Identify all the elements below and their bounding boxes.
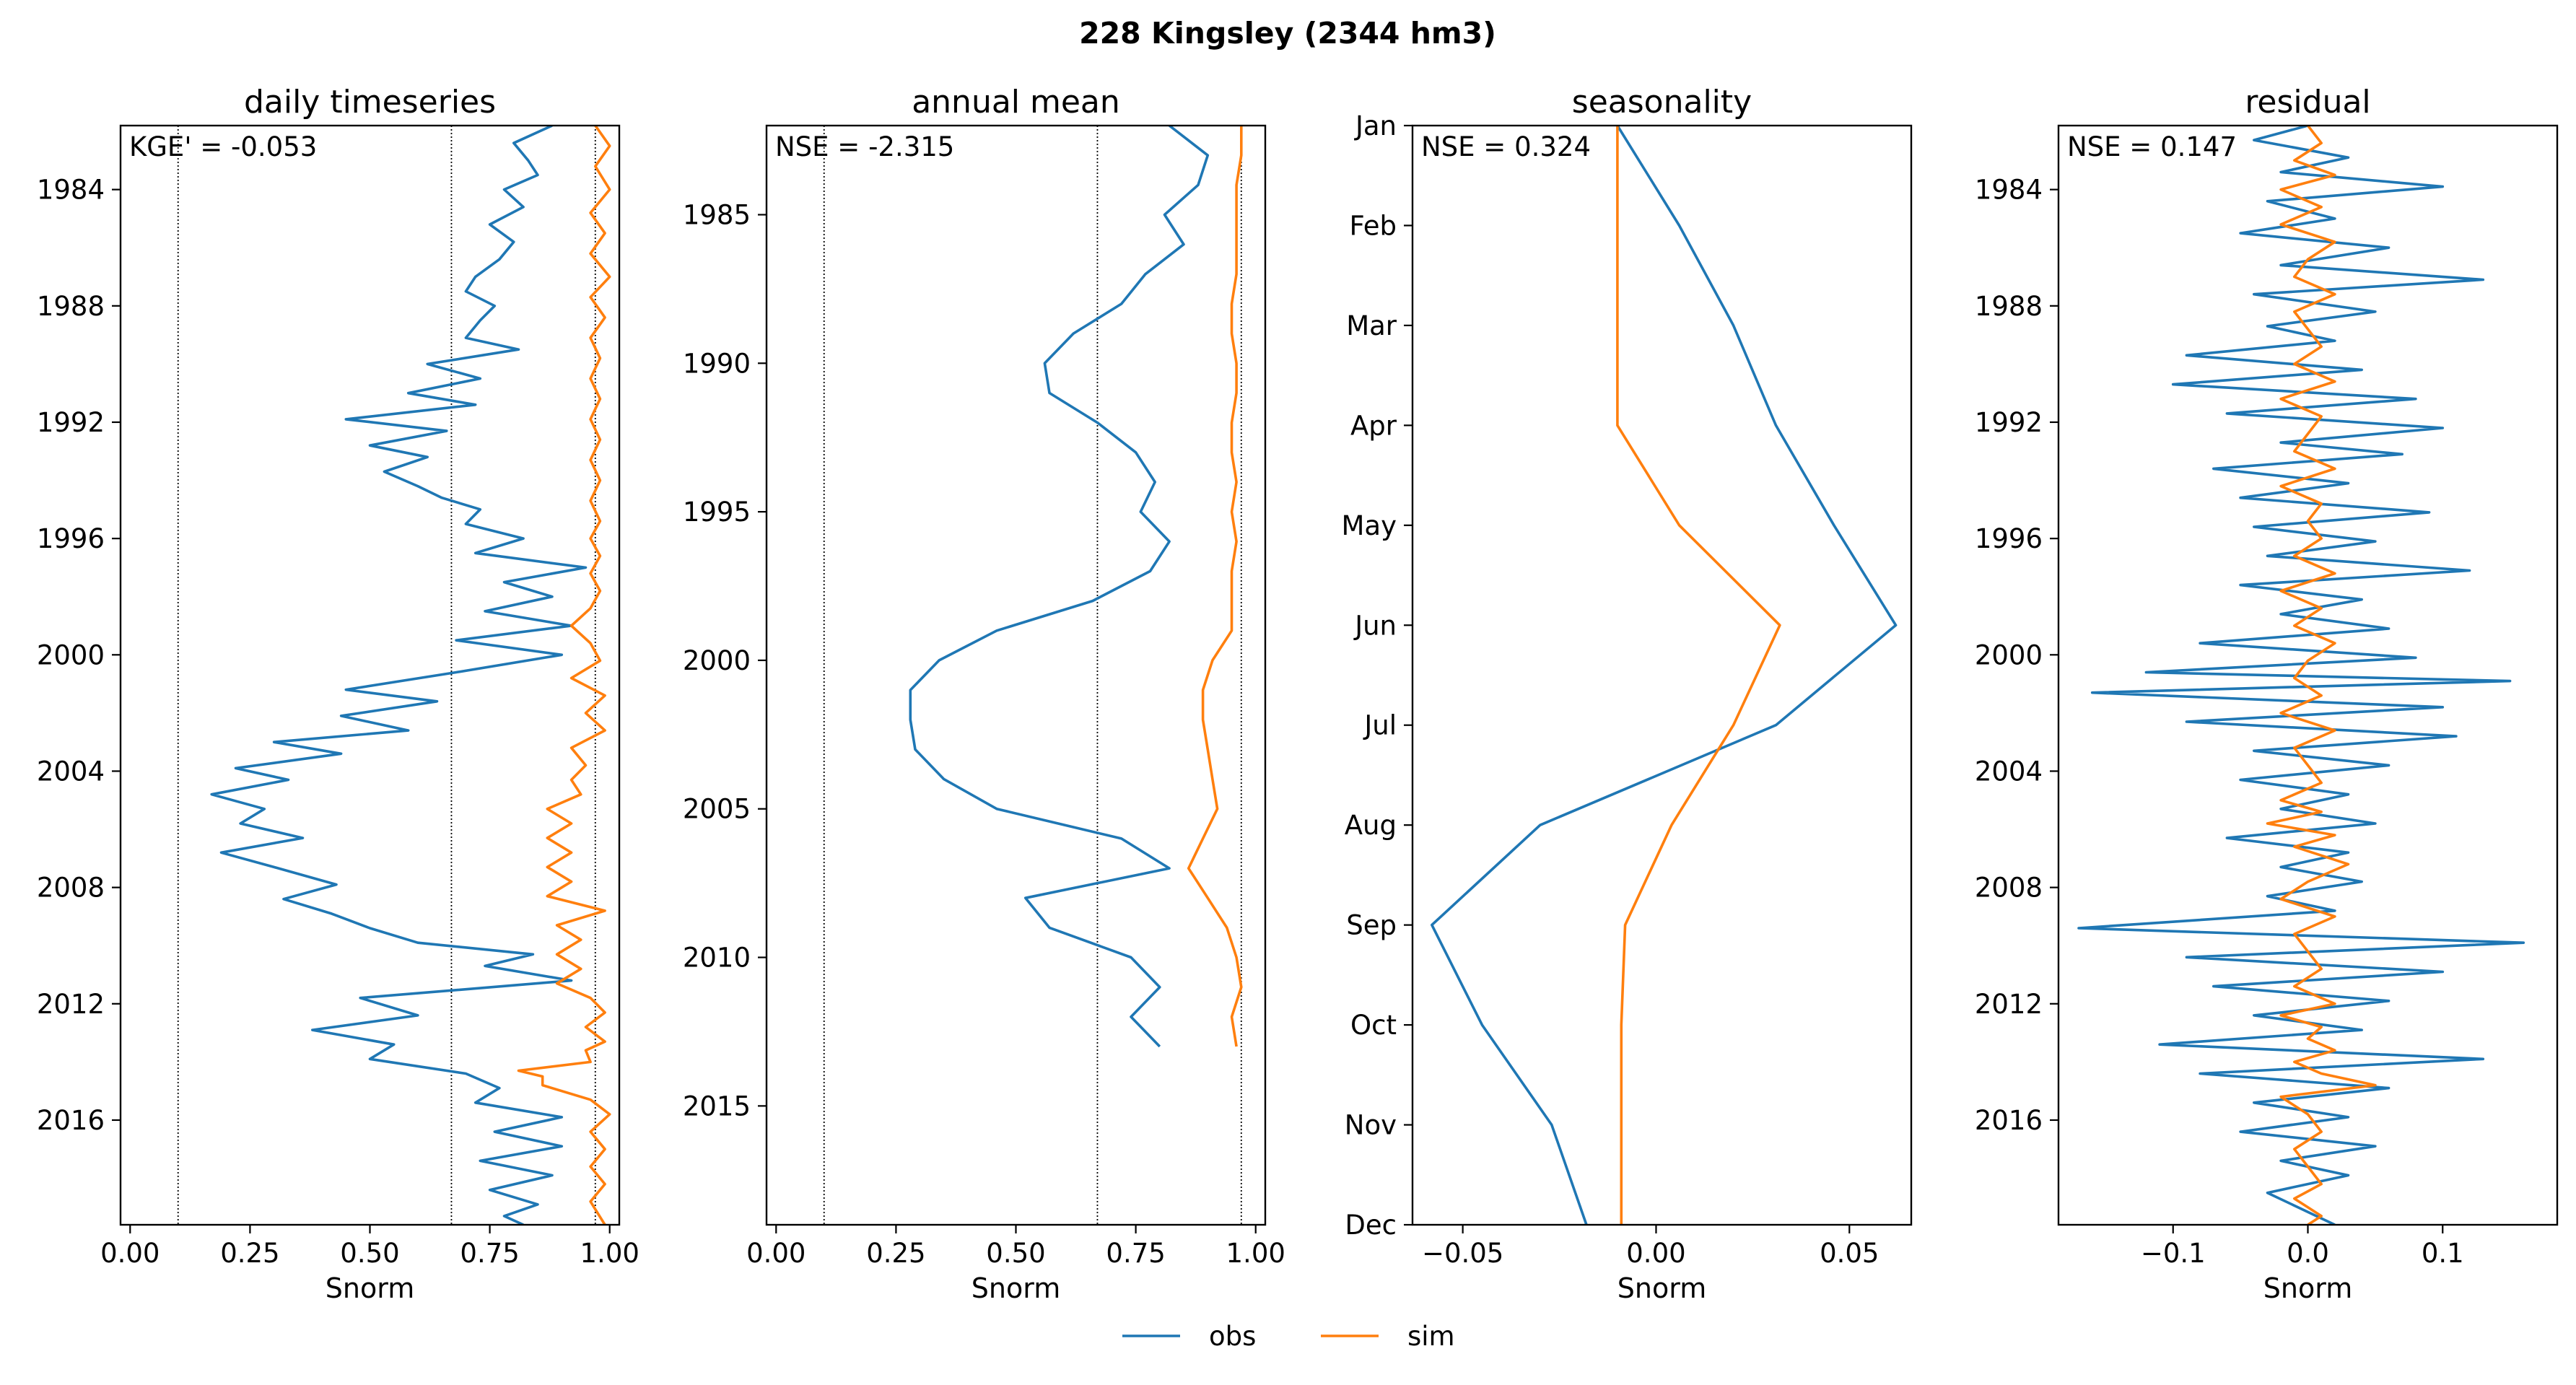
panel-1-ytick-label-6: 2004: [37, 756, 105, 787]
panel-4-ytick-label-9: 2016: [1975, 1105, 2043, 1136]
panel-1-ytick-label-3: 1992: [37, 407, 105, 438]
panel-2-line-obs: [909, 126, 1210, 1048]
panel-3-ytick-label-3: Mar: [1346, 310, 1397, 341]
panel-4-ytick-label-8: 2012: [1975, 989, 2043, 1020]
panel-3-ytick-label-11: Nov: [1345, 1110, 1397, 1141]
panel-1-line-obs: [210, 126, 588, 1225]
panel-3-ytick-label-1: Jan: [1354, 110, 1397, 141]
panel-2-ytick-label-4: 2000: [683, 645, 751, 676]
panel-4-series-group: [2077, 126, 2525, 1225]
panel-4-ytick-label-7: 2008: [1975, 873, 2043, 904]
panel-2-xtick-label-4: 0.75: [1106, 1238, 1165, 1269]
panel-3-ytick-label-5: May: [1342, 510, 1397, 541]
panel-3-frame: [1411, 124, 1913, 1226]
panel-3-title: seasonality: [1572, 84, 1752, 121]
panel-2-ytick-label-2: 1990: [683, 348, 751, 379]
panel-3-xtick-label-2: 0.00: [1626, 1238, 1685, 1269]
panel-2-xtick-label-1: 0.00: [746, 1238, 805, 1269]
panel-4-line-sim: [2266, 126, 2377, 1225]
panel-3-line-obs: [1431, 126, 1898, 1225]
panel-1-xtick-label-1: 0.00: [100, 1238, 160, 1269]
panel-3-ytick-label-2: Feb: [1349, 210, 1397, 241]
figure-suptitle: 228 Kingsley (2344 hm3): [1079, 16, 1496, 51]
panel-1-xtick-label-5: 1.00: [580, 1238, 639, 1269]
panel-3-ytick-label-7: Jul: [1363, 710, 1397, 741]
panel-2-ytick-label-5: 2005: [683, 794, 751, 825]
panel-1-ytick-label-2: 1988: [37, 291, 105, 322]
panel-2-ytick-label-7: 2015: [683, 1091, 751, 1122]
panel-4-ytick-label-6: 2004: [1975, 756, 2043, 787]
panel-1-ytick-label-1: 1984: [37, 175, 105, 206]
panel-3-xtick-label-1: −0.05: [1422, 1238, 1503, 1269]
panel-3: −0.05 0.00 0.05 Jan Feb Mar Apr May Jun Jul Aug Sep…: [1342, 84, 1913, 1304]
panel-4-ytick-label-2: 1988: [1975, 291, 2043, 322]
legend: obs sim: [1122, 1321, 1455, 1352]
panel-1-ytick-label-9: 2016: [37, 1105, 105, 1136]
panel-2-annotation: NSE = -2.315: [775, 131, 954, 162]
panel-4-ytick-label-3: 1992: [1975, 407, 2043, 438]
legend-label-sim: sim: [1407, 1321, 1455, 1352]
panel-2-ytick-label-3: 1995: [683, 497, 751, 528]
panel-1-xtick-label-3: 0.50: [340, 1238, 399, 1269]
panel-1-ytick-label-8: 2012: [37, 989, 105, 1020]
panel-4-line-obs: [2077, 126, 2525, 1225]
panel-1-xtick-label-4: 0.75: [460, 1238, 519, 1269]
legend-label-obs: obs: [1209, 1321, 1256, 1352]
panel-2-series-group: [909, 126, 1243, 1048]
panel-1-series-group: [210, 126, 611, 1225]
panel-1-ytick-label-4: 1996: [37, 523, 105, 554]
panel-1-ytick-label-5: 2000: [37, 639, 105, 670]
panel-4-xlabel: Snorm: [2263, 1272, 2352, 1304]
panel-2-line-sim: [1187, 126, 1243, 1047]
panel-4-xtick-label-3: 0.1: [2422, 1238, 2464, 1269]
panel-3-xtick-label-3: 0.05: [1820, 1238, 1879, 1269]
panel-2-title: annual mean: [912, 84, 1120, 121]
panels: 0.00 0.25 0.50 0.75 1.00 1984 1988 1992 1996 2000…: [37, 84, 2559, 1304]
panel-4-title: residual: [2245, 84, 2370, 121]
panel-1: 0.00 0.25 0.50 0.75 1.00 1984 1988 1992 1996 2000…: [37, 84, 639, 1304]
panel-2: 0.00 0.25 0.50 0.75 1.00 1985 1990 1995 2000 2005…: [683, 84, 1285, 1304]
panel-2-xtick-label-5: 1.00: [1226, 1238, 1285, 1269]
panel-4-ytick-label-1: 1984: [1975, 175, 2043, 206]
panel-3-line-sim: [1616, 126, 1781, 1225]
panel-2-ytick-label-1: 1985: [683, 199, 751, 230]
panel-2-xlabel: Snorm: [972, 1272, 1060, 1304]
panel-4: −0.1 0.0 0.1 1984 1988 1992 1996 2000 2004 2008 20…: [1975, 84, 2559, 1304]
panel-2-ytick-label-6: 2010: [683, 943, 751, 974]
panel-1-title: daily timeseries: [244, 84, 496, 121]
panel-2-xtick-label-2: 0.25: [866, 1238, 925, 1269]
panel-3-xlabel: Snorm: [1617, 1272, 1706, 1304]
panel-3-ytick-label-9: Sep: [1346, 910, 1397, 941]
panel-1-annotation: KGE' = -0.053: [129, 131, 317, 162]
panel-4-xtick-label-1: −0.1: [2141, 1238, 2206, 1269]
panel-1-xtick-label-2: 0.25: [220, 1238, 279, 1269]
panel-4-annotation: NSE = 0.147: [2067, 131, 2237, 162]
panel-3-ytick-label-4: Apr: [1350, 410, 1397, 441]
panel-4-xtick-label-2: 0.0: [2287, 1238, 2329, 1269]
panel-1-xlabel: Snorm: [326, 1272, 414, 1304]
panel-3-ytick-label-12: Dec: [1345, 1210, 1397, 1241]
panel-1-line-sim: [517, 126, 611, 1225]
panel-4-ytick-label-5: 2000: [1975, 639, 2043, 670]
panel-2-xtick-label-3: 0.50: [986, 1238, 1045, 1269]
panel-3-ytick-label-8: Aug: [1345, 810, 1397, 841]
panel-4-ytick-label-4: 1996: [1975, 523, 2043, 554]
panel-3-annotation: NSE = 0.324: [1421, 131, 1591, 162]
panel-1-ytick-label-7: 2008: [37, 873, 105, 904]
panel-3-series-group: [1431, 126, 1898, 1225]
panel-3-ytick-label-10: Oct: [1350, 1010, 1397, 1041]
panel-3-ytick-label-6: Jun: [1353, 610, 1397, 641]
